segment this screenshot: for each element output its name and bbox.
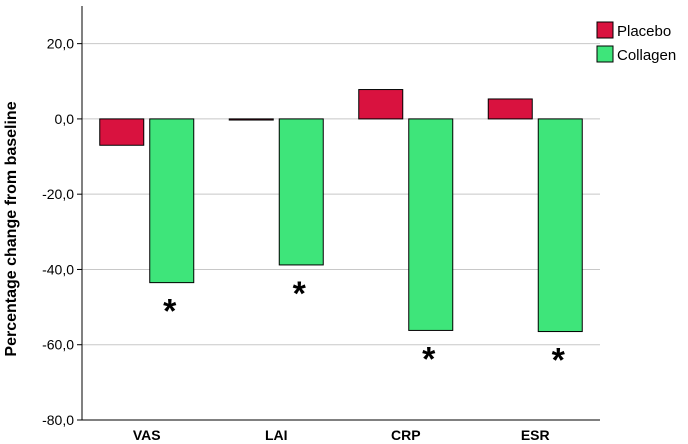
legend-label-collagen: Collagen [617,47,676,64]
y-tick-label: -60,0 [42,337,74,353]
bar-collagen-lai [278,118,324,266]
significance-star: * [422,340,436,378]
axes [77,6,600,421]
x-tick-label: VAS [133,427,161,443]
x-tick-label: LAI [265,427,288,443]
legend-swatch-placebo [596,21,614,39]
bars [99,89,583,333]
y-tick-label: -20,0 [42,186,74,202]
y-tick-label: -40,0 [42,261,74,277]
bar-placebo-esr [487,98,533,120]
y-tick-label: 0,0 [55,111,75,127]
bar-collagen-crp [408,118,454,331]
y-tick-label: 20,0 [47,36,74,52]
bar-collagen-esr [537,118,583,333]
y-tick-label: -80,0 [42,412,74,428]
significance-star: * [163,293,177,331]
bar-collagen-vas [149,118,195,284]
legend-swatch-collagen [596,45,614,63]
y-axis-label: Percentage change from baseline [3,101,20,356]
legend-label-placebo: Placebo [617,23,671,40]
y-tick-labels: 20,0 0,0 -20,0 -40,0 -60,0 -80,0 [42,36,74,428]
significance-annotations: * * * * [163,275,566,380]
significance-star: * [293,275,307,313]
x-tick-label: CRP [391,427,421,443]
legend: Placebo Collagen [596,21,676,64]
bar-placebo-crp [358,89,404,120]
bar-placebo-lai [228,118,274,121]
x-tick-label: ESR [521,427,550,443]
significance-star: * [552,342,566,380]
bar-placebo-vas [99,118,145,146]
x-tick-labels: VAS LAI CRP ESR [133,427,550,443]
